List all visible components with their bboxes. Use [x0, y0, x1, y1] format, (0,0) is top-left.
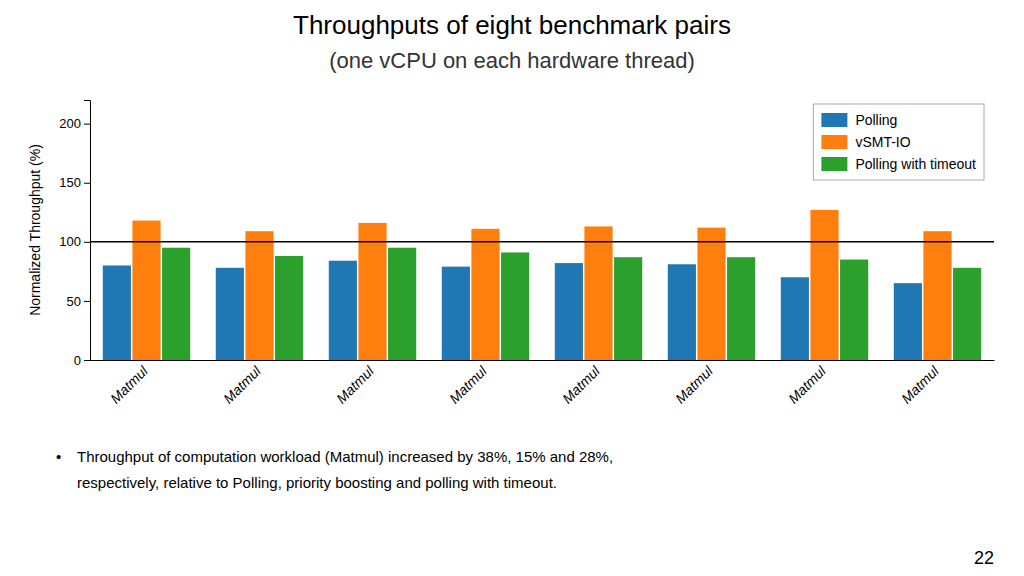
- y-tick-mark: [84, 183, 90, 184]
- bar: [727, 257, 755, 360]
- x-tick-label: Matmul: [107, 362, 151, 406]
- y-tick: 150: [59, 175, 90, 190]
- reference-line: [90, 241, 994, 243]
- x-axis-line: [91, 360, 995, 361]
- legend: Polling vSMT-IO Polling with timeout: [813, 104, 984, 180]
- y-tick-mark: [84, 242, 90, 243]
- bar: [245, 231, 273, 360]
- bar: [388, 248, 416, 360]
- x-tick: Matmul: [446, 362, 490, 406]
- bar: [781, 277, 809, 360]
- bar: [442, 267, 470, 360]
- legend-swatch: [821, 135, 847, 149]
- legend-label: vSMT-IO: [855, 134, 910, 150]
- bar: [614, 257, 642, 360]
- y-tick-mark: [84, 124, 90, 125]
- y-tick: 50: [67, 294, 90, 309]
- bar: [471, 229, 499, 360]
- x-tick: Matmul: [785, 362, 829, 406]
- bar: [501, 252, 529, 360]
- bar: [584, 226, 612, 360]
- x-tick: Matmul: [898, 362, 942, 406]
- legend-item: vSMT-IO: [821, 134, 910, 150]
- page-number: 22: [974, 548, 994, 568]
- x-tick-label: Matmul: [898, 362, 942, 406]
- subtitle: (one vCPU on each hardware thread): [329, 48, 695, 73]
- bar: [923, 231, 951, 360]
- bar-series: [162, 248, 981, 360]
- x-tick-label: Matmul: [220, 362, 264, 406]
- bar: [275, 256, 303, 360]
- bar-series: [132, 210, 951, 360]
- legend-item: Polling with timeout: [821, 156, 976, 172]
- x-axis: Matmul Matmul Matmul Matmul Matmul Matmul Matm…: [91, 361, 995, 407]
- x-tick-label: Matmul: [785, 362, 829, 406]
- x-tick: Matmul: [220, 362, 264, 406]
- bar: [555, 263, 583, 360]
- legend-label: Polling: [855, 112, 897, 128]
- y-tick-label: 100: [59, 234, 81, 249]
- footnote: Throughput of computation workload (Matm…: [77, 448, 613, 465]
- bar: [358, 223, 386, 360]
- legend-frame: [813, 104, 984, 180]
- legend-label: Polling with timeout: [855, 156, 976, 172]
- bar: [697, 228, 725, 360]
- bar: [668, 264, 696, 360]
- x-tick: Matmul: [333, 362, 377, 406]
- x-tick-label: Matmul: [333, 362, 377, 406]
- bar: [953, 268, 981, 360]
- y-tick-mark: [84, 301, 90, 302]
- y-tick: 100: [59, 234, 90, 249]
- y-axis-line: [84, 101, 91, 361]
- y-tick-label: 150: [59, 175, 81, 190]
- footnote: respectively, relative to Polling, prior…: [77, 474, 557, 491]
- y-tick-label: 200: [59, 116, 81, 131]
- y-tick-label: 0: [74, 353, 81, 368]
- bar: [103, 265, 131, 360]
- x-tick: Matmul: [559, 362, 603, 406]
- chart: Throughputs of eight benchmark pairs (one…: [0, 0, 1024, 576]
- x-tick-label: Matmul: [672, 362, 716, 406]
- x-tick: Matmul: [672, 362, 716, 406]
- y-tick-mark: [84, 360, 90, 361]
- plot-area: [90, 210, 994, 360]
- y-tick: 0: [74, 353, 90, 368]
- legend-swatch: [821, 113, 847, 127]
- x-tick-label: Matmul: [559, 362, 603, 406]
- bar: [162, 248, 190, 360]
- y-tick: 200: [59, 116, 90, 131]
- y-tick-label: 50: [67, 294, 81, 309]
- x-tick-label: Matmul: [446, 362, 490, 406]
- bar: [810, 210, 838, 360]
- title: Throughputs of eight benchmark pairs: [293, 10, 731, 40]
- legend-swatch: [821, 157, 847, 171]
- y-axis-title: Normalized Throughput (%): [27, 144, 43, 316]
- x-tick: Matmul: [107, 362, 151, 406]
- bar: [840, 260, 868, 360]
- footnote-bullet: •: [56, 448, 61, 465]
- legend-item: Polling: [821, 112, 897, 128]
- y-axis: 0 50 100 150 200: [59, 101, 90, 368]
- bar: [329, 261, 357, 360]
- bar: [216, 268, 244, 360]
- bar: [894, 283, 922, 360]
